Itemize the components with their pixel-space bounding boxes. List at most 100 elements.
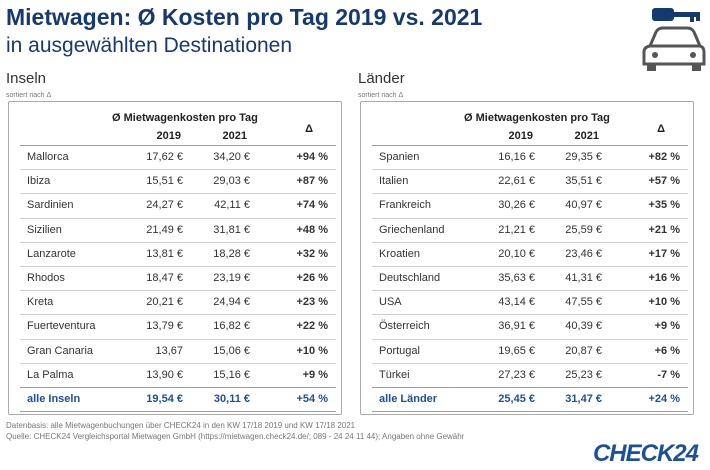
- total-rule: [20, 386, 336, 388]
- delta: -7 %: [657, 368, 680, 381]
- row-label: Frankreich: [379, 199, 431, 212]
- value-2021: 15,06 €: [213, 344, 250, 357]
- value-2021: 15,16 €: [213, 368, 250, 381]
- delta: +48 %: [296, 223, 329, 236]
- row-label: Kreta: [27, 296, 54, 309]
- row-rule: [20, 241, 336, 243]
- delta: +9 %: [654, 320, 680, 333]
- value-2021: 31,81 €: [213, 223, 250, 236]
- header-delta: Δ: [657, 123, 665, 135]
- row-rule: [372, 290, 688, 292]
- delta: +82 %: [648, 151, 681, 163]
- row-label: Türkei: [379, 368, 410, 381]
- value-2019: 35,63 €: [498, 272, 535, 284]
- row-rule: [372, 265, 688, 267]
- value-2021: 18,28 €: [213, 247, 250, 260]
- row-rule: [20, 362, 336, 364]
- footer-note: Quelle: CHECK24 Vergleichsportal Mietwag…: [6, 432, 465, 441]
- value-2021: 47,55 €: [565, 296, 602, 309]
- value-2019: 19,54 €: [146, 393, 183, 405]
- delta: +17 %: [648, 247, 681, 260]
- title: Mietwagen: Ø Kosten pro Tag 2019 vs. 202…: [6, 4, 483, 30]
- value-2021: 20,87 €: [565, 344, 602, 357]
- delta: +94 %: [296, 151, 329, 163]
- value-2021: 25,59 €: [565, 223, 602, 236]
- value-2021: 16,82 €: [213, 320, 250, 333]
- value-2019: 20,21 €: [146, 296, 183, 309]
- delta: +6 %: [654, 344, 680, 357]
- row-label: Rhodos: [27, 272, 65, 284]
- row-label: Fuerteventura: [27, 320, 96, 333]
- value-2021: 30,11 €: [213, 393, 250, 405]
- header-rule: [20, 145, 336, 146]
- value-2019: 17,62 €: [146, 151, 183, 163]
- row-label: Spanien: [379, 151, 420, 163]
- value-2021: 40,39 €: [565, 320, 602, 333]
- delta: +32 %: [296, 247, 329, 260]
- delta: +22 %: [296, 320, 329, 333]
- value-2019: 20,10 €: [498, 247, 535, 260]
- delta: +9 %: [302, 368, 328, 381]
- total-rule: [372, 411, 688, 413]
- delta: +10 %: [296, 344, 329, 357]
- row-label: Gran Canaria: [27, 344, 94, 357]
- value-2021: 35,51 €: [565, 175, 602, 188]
- row-label: Mallorca: [27, 151, 69, 163]
- row-rule: [20, 265, 336, 267]
- delta: +35 %: [648, 199, 681, 212]
- table-box: [8, 101, 342, 415]
- row-label: Kroatien: [379, 247, 420, 260]
- header-rule: [372, 145, 688, 146]
- header-col: 2019: [508, 130, 533, 142]
- value-2019: 36,91 €: [498, 320, 535, 333]
- total-rule: [20, 411, 336, 413]
- subtitle: in ausgewählten Destinationen: [6, 34, 293, 57]
- value-2019: 16,16 €: [498, 151, 535, 163]
- value-2021: 34,20 €: [213, 151, 250, 163]
- value-2019: 15,51 €: [146, 175, 183, 188]
- row-rule: [20, 169, 336, 171]
- header-group: Ø Mietwagenkosten pro Tag: [464, 112, 610, 124]
- footer-note: Datenbasis: alle Mietwagenbuchungen über…: [6, 421, 356, 430]
- value-2019: 13,81 €: [146, 247, 183, 260]
- delta: +21 %: [648, 223, 681, 236]
- value-2019: 30,26 €: [498, 199, 535, 212]
- row-rule: [20, 217, 336, 219]
- header-col: 2021: [574, 130, 599, 142]
- delta: +57 %: [648, 175, 681, 188]
- value-2021: 29,03 €: [213, 175, 250, 188]
- delta: +10 %: [648, 296, 681, 309]
- panel-heading: Inseln: [6, 70, 47, 87]
- delta: +74 %: [296, 199, 329, 212]
- delta: +24 %: [648, 393, 681, 405]
- row-rule: [372, 314, 688, 316]
- row-rule: [372, 193, 688, 195]
- value-2019: 21,49 €: [146, 223, 183, 236]
- header-col: 2019: [156, 130, 181, 142]
- value-2021: 29,35 €: [565, 151, 602, 163]
- row-label: La Palma: [27, 368, 74, 381]
- delta: +54 %: [296, 393, 329, 405]
- row-label: USA: [379, 296, 402, 309]
- table-box: [360, 101, 694, 415]
- delta: +26 %: [296, 272, 329, 284]
- row-rule: [20, 290, 336, 292]
- total-rule: [372, 386, 688, 388]
- header-delta: Δ: [305, 123, 313, 135]
- row-label: Deutschland: [379, 272, 441, 284]
- value-2021: 42,11 €: [214, 199, 250, 212]
- row-label: Portugal: [379, 344, 420, 357]
- row-rule: [372, 362, 688, 364]
- car-key-icon: [642, 8, 706, 71]
- value-2019: 21,21 €: [498, 223, 535, 236]
- row-label: Sardinien: [27, 199, 74, 212]
- value-2019: 19,65 €: [498, 344, 535, 357]
- row-rule: [372, 169, 688, 171]
- logo: CHECK24: [592, 440, 699, 467]
- row-rule: [20, 314, 336, 316]
- value-2019: 24,27 €: [146, 199, 183, 212]
- delta: +16 %: [648, 272, 681, 284]
- sort-note: sortiert nach Δ: [6, 92, 52, 99]
- value-2021: 25,23 €: [565, 368, 602, 381]
